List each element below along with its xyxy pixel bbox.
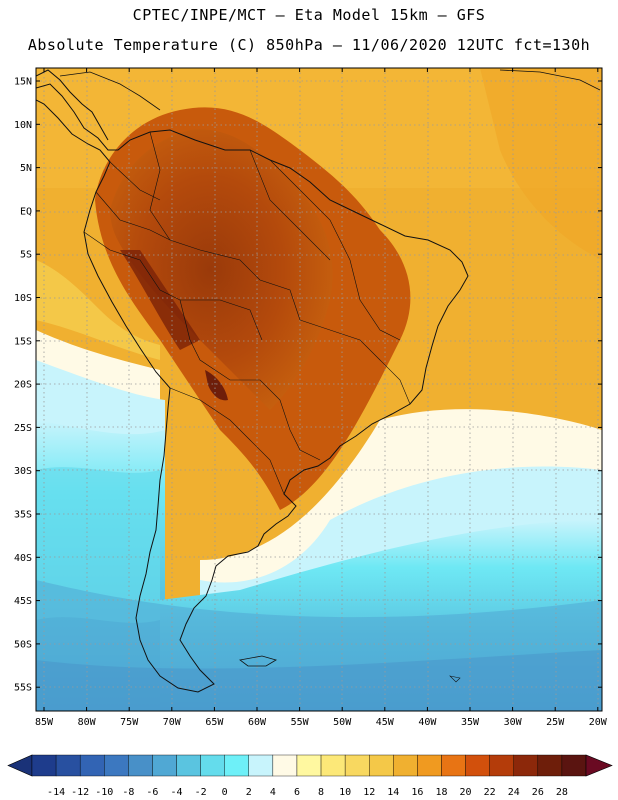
lat-tick-label: 30S: [14, 466, 32, 477]
colorbar-label: -2: [195, 787, 207, 798]
colorbar-label: 26: [532, 787, 544, 798]
colorbar-swatch: [104, 754, 129, 777]
colorbar-label: 16: [411, 787, 423, 798]
colorbar-label: 10: [339, 787, 351, 798]
colorbar-swatch: [489, 754, 514, 777]
lat-tick-label: 35S: [14, 510, 32, 521]
lon-tick-label: 55W: [291, 717, 310, 728]
lat-tick-label: 45S: [14, 596, 32, 607]
colorbar-label: 12: [363, 787, 375, 798]
coastline-central-america: [36, 69, 109, 141]
colorbar-swatch: [79, 754, 105, 777]
title-line-1: CPTEC/INPE/MCT – Eta Model 15km – GFS: [132, 6, 486, 24]
lon-tick-label: 85W: [35, 717, 54, 728]
colorbar-swatch: [320, 754, 346, 777]
lat-tick-label: 5S: [20, 250, 32, 261]
lon-tick-label: 25W: [546, 717, 565, 728]
colorbar-label: -14: [47, 787, 65, 798]
colorbar-label: 22: [484, 787, 496, 798]
colorbar-label: 2: [246, 787, 252, 798]
graticule: [36, 68, 602, 711]
lat-tick-label: 40S: [14, 553, 32, 564]
lat-tick-label: 15S: [14, 336, 32, 347]
lon-tick-label: 50W: [333, 717, 352, 728]
colorbar-swatch: [31, 754, 57, 777]
map-frame: [35, 67, 603, 712]
lon-tick-label: 35W: [461, 717, 480, 728]
colorbar-label: 8: [318, 787, 324, 798]
lon-tick-label: 30W: [504, 717, 523, 728]
title-line-2: Absolute Temperature (C) 850hPa – 11/06/…: [27, 36, 591, 54]
lat-tick-label: 50S: [14, 639, 32, 650]
colorbar-arrow-low: [7, 754, 33, 777]
lat-tick-label: 10S: [14, 293, 32, 304]
colorbar-label: -8: [122, 787, 134, 798]
falkland-islands: [239, 655, 277, 667]
colorbar-label: 6: [294, 787, 300, 798]
lat-tick-label: 20S: [14, 380, 32, 391]
colorbar-label: 0: [222, 787, 228, 798]
colorbar-swatch: [513, 754, 539, 777]
south-georgia-island: [449, 675, 461, 683]
lat-tick-label: 5N: [20, 163, 32, 174]
colorbar-swatch: [128, 754, 153, 777]
colorbar-swatch: [200, 754, 225, 777]
colorbar-swatch: [561, 754, 587, 777]
colorbar-swatch: [465, 754, 490, 777]
coastline-caribbean: [59, 69, 601, 111]
lon-tick-label: 65W: [205, 717, 224, 728]
lat-tick-label: 25S: [14, 423, 32, 434]
colorbar-swatch: [272, 754, 298, 777]
colorbar-swatch: [176, 754, 201, 777]
colorbar-label: -10: [95, 787, 113, 798]
colorbar-swatch: [344, 754, 370, 777]
longitude-axis: 85W 80W 75W 70W 65W 60W 55W 50W 45W 40W 35W 30W 25W 2…: [35, 68, 608, 728]
map-field: [36, 68, 602, 711]
lat-tick-label: 10N: [14, 120, 32, 131]
colorbar-swatch: [393, 754, 418, 777]
lon-tick-label: 70W: [163, 717, 182, 728]
colorbar-label: -6: [146, 787, 158, 798]
temperature-colorbar: -14 -12 -10 -8 -6 -4 -2 0 2 4 6 8 10 12 14 16 18 20 22 24 26…: [7, 754, 613, 798]
colorbar-swatch: [55, 754, 81, 777]
colorbar-label: -12: [71, 787, 89, 798]
colorbar-arrow-high: [585, 754, 613, 777]
national-borders: [83, 131, 411, 495]
colorbar-swatch: [152, 754, 177, 777]
colorbar-label: 18: [435, 787, 447, 798]
colorbar-label: 24: [508, 787, 520, 798]
colorbar-swatch: [537, 754, 563, 777]
lon-tick-label: 80W: [78, 717, 97, 728]
lon-tick-label: 75W: [120, 717, 139, 728]
lon-tick-label: 45W: [376, 717, 395, 728]
colorbar-swatch: [296, 754, 322, 777]
colorbar-swatch: [369, 754, 394, 777]
colorbar-swatch: [417, 754, 442, 777]
lon-tick-label: 20W: [589, 717, 608, 728]
latitude-axis: 15N 10N 5N EQ 5S 10S 15S 20S 25S 30S 35S 40S 45S 50S 5…: [14, 77, 602, 694]
colorbar-label: 14: [387, 787, 399, 798]
colorbar-label: 20: [460, 787, 472, 798]
lat-tick-label: 15N: [14, 77, 32, 88]
lon-tick-label: 40W: [418, 717, 437, 728]
colorbar-swatch: [224, 754, 249, 777]
colorbar-label: 28: [556, 787, 568, 798]
coastline-south-america: [36, 83, 469, 693]
colorbar-swatch: [248, 754, 274, 777]
lat-tick-label: EQ: [20, 206, 32, 217]
lon-tick-label: 60W: [248, 717, 267, 728]
colorbar-label: 4: [270, 787, 276, 798]
colorbar-label: -4: [170, 787, 182, 798]
colorbar-swatch: [441, 754, 466, 777]
lat-tick-label: 55S: [14, 683, 32, 694]
